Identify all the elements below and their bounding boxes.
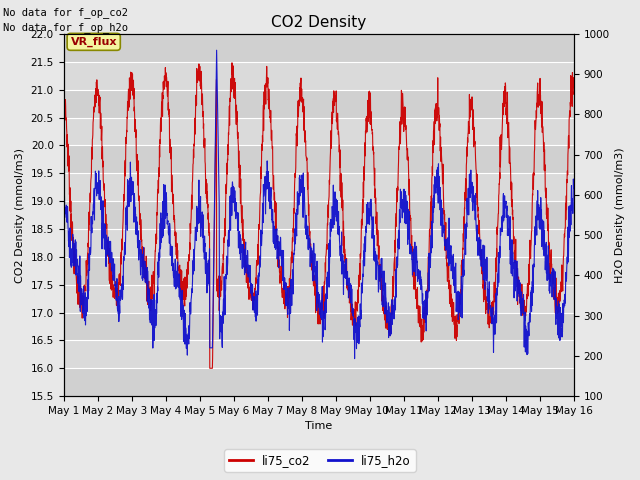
Bar: [63, 62, 573, 90]
Bar: [63, 368, 573, 396]
Title: CO2 Density: CO2 Density: [271, 15, 366, 30]
Bar: [63, 285, 573, 312]
Bar: [63, 118, 573, 145]
Bar: [63, 90, 573, 118]
Text: VR_flux: VR_flux: [70, 37, 117, 47]
Bar: [63, 340, 573, 368]
Bar: [63, 173, 573, 201]
Bar: [63, 145, 573, 173]
Y-axis label: H2O Density (mmol/m3): H2O Density (mmol/m3): [615, 147, 625, 283]
Text: No data for f_op_h2o: No data for f_op_h2o: [3, 22, 128, 33]
Bar: [63, 201, 573, 229]
Bar: [63, 257, 573, 285]
X-axis label: Time: Time: [305, 421, 332, 432]
Y-axis label: CO2 Density (mmol/m3): CO2 Density (mmol/m3): [15, 147, 25, 283]
Legend: li75_co2, li75_h2o: li75_co2, li75_h2o: [224, 449, 416, 472]
Bar: [63, 312, 573, 340]
Text: No data for f_op_co2: No data for f_op_co2: [3, 7, 128, 18]
Bar: [63, 229, 573, 257]
Bar: [63, 34, 573, 62]
